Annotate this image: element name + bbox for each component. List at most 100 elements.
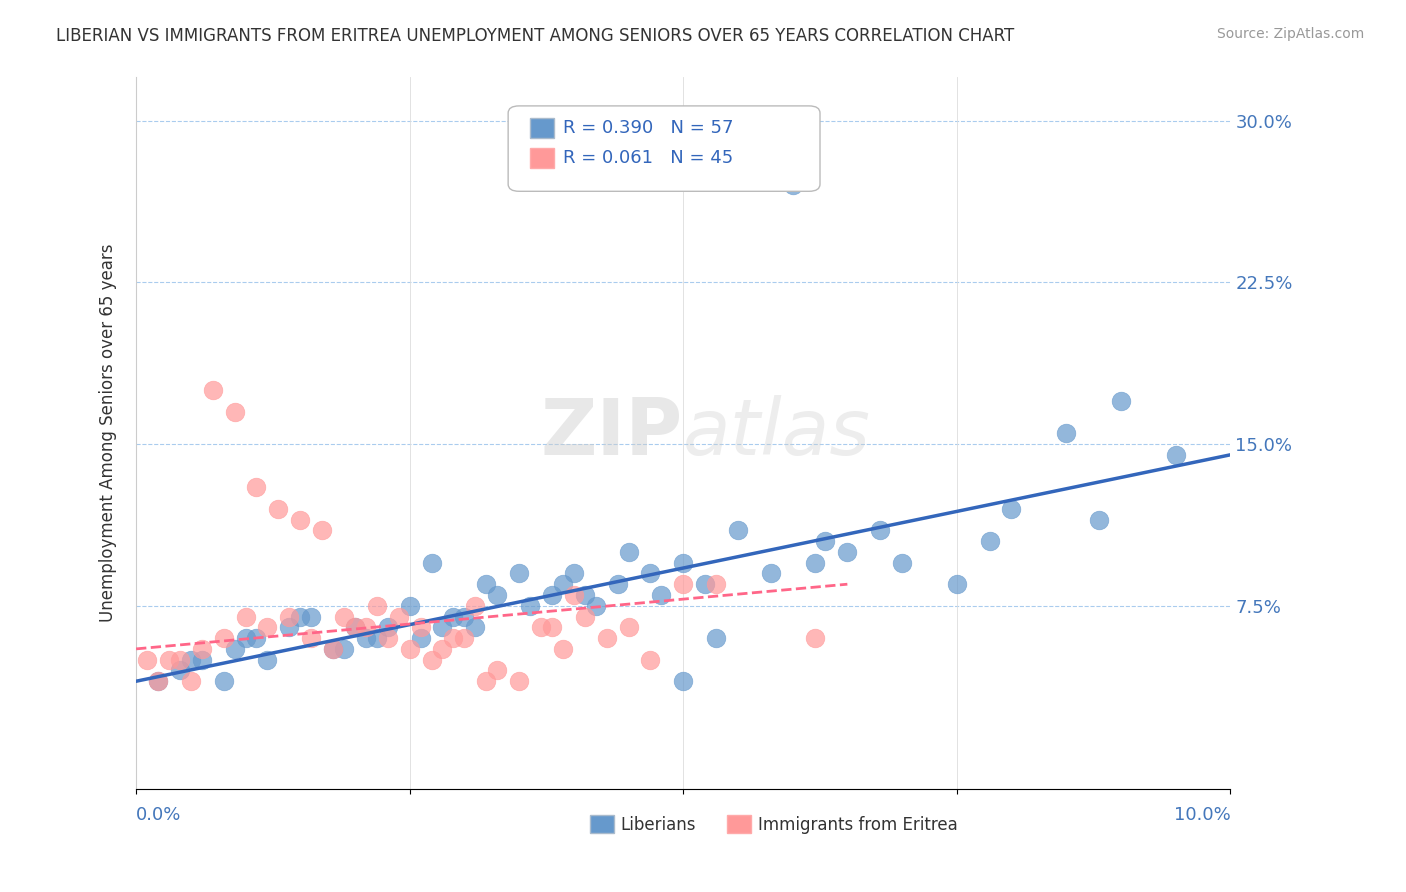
Point bbox=[388, 609, 411, 624]
Point bbox=[169, 664, 191, 678]
Point bbox=[180, 653, 202, 667]
Point bbox=[464, 620, 486, 634]
Bar bbox=[530, 148, 554, 168]
Text: 0.0%: 0.0% bbox=[136, 806, 181, 824]
Point bbox=[475, 577, 498, 591]
Text: Source: ZipAtlas.com: Source: ZipAtlas.com bbox=[1216, 27, 1364, 41]
Text: atlas: atlas bbox=[683, 395, 872, 471]
Point bbox=[343, 620, 366, 634]
Point bbox=[366, 599, 388, 613]
Point bbox=[595, 631, 617, 645]
Point bbox=[574, 609, 596, 624]
Point bbox=[837, 545, 859, 559]
Point bbox=[333, 641, 356, 656]
Point bbox=[343, 620, 366, 634]
Point bbox=[650, 588, 672, 602]
Point bbox=[235, 631, 257, 645]
Point bbox=[290, 609, 312, 624]
Point bbox=[508, 566, 530, 581]
Point bbox=[869, 523, 891, 537]
Point bbox=[508, 674, 530, 689]
Point bbox=[1164, 448, 1187, 462]
Text: R = 0.061   N = 45: R = 0.061 N = 45 bbox=[562, 149, 733, 167]
Point bbox=[541, 588, 564, 602]
Point bbox=[278, 609, 301, 624]
Point bbox=[278, 620, 301, 634]
Point bbox=[979, 534, 1001, 549]
Point bbox=[290, 512, 312, 526]
Point bbox=[398, 641, 420, 656]
Point bbox=[562, 566, 585, 581]
Point bbox=[551, 577, 574, 591]
Text: LIBERIAN VS IMMIGRANTS FROM ERITREA UNEMPLOYMENT AMONG SENIORS OVER 65 YEARS COR: LIBERIAN VS IMMIGRANTS FROM ERITREA UNEM… bbox=[56, 27, 1015, 45]
Point bbox=[354, 620, 377, 634]
Point bbox=[464, 599, 486, 613]
Point bbox=[256, 620, 278, 634]
Point bbox=[562, 588, 585, 602]
Point bbox=[803, 556, 825, 570]
Point bbox=[1088, 512, 1111, 526]
Y-axis label: Unemployment Among Seniors over 65 years: Unemployment Among Seniors over 65 years bbox=[100, 244, 117, 623]
Point bbox=[551, 641, 574, 656]
Point bbox=[212, 674, 235, 689]
Point bbox=[672, 556, 695, 570]
Point bbox=[366, 631, 388, 645]
Point bbox=[640, 566, 662, 581]
Point bbox=[432, 641, 454, 656]
Point bbox=[606, 577, 628, 591]
Point bbox=[146, 674, 169, 689]
Point bbox=[672, 674, 695, 689]
Point bbox=[475, 674, 498, 689]
Point bbox=[299, 631, 322, 645]
Text: 10.0%: 10.0% bbox=[1174, 806, 1230, 824]
Point bbox=[377, 631, 399, 645]
Point bbox=[224, 641, 246, 656]
Point bbox=[322, 641, 344, 656]
Point bbox=[486, 664, 509, 678]
Point bbox=[946, 577, 969, 591]
Point bbox=[432, 620, 454, 634]
Point bbox=[420, 556, 443, 570]
Point bbox=[191, 641, 214, 656]
Bar bbox=[530, 118, 554, 138]
Point bbox=[530, 620, 553, 634]
Point bbox=[585, 599, 607, 613]
Point bbox=[519, 599, 541, 613]
Point bbox=[617, 545, 640, 559]
Text: Immigrants from Eritrea: Immigrants from Eritrea bbox=[758, 815, 957, 834]
Point bbox=[180, 674, 202, 689]
Point bbox=[1054, 426, 1077, 441]
Point bbox=[695, 577, 717, 591]
Point bbox=[759, 566, 782, 581]
Point bbox=[322, 641, 344, 656]
Point bbox=[377, 620, 399, 634]
Point bbox=[486, 588, 509, 602]
Point bbox=[157, 653, 180, 667]
Point bbox=[169, 653, 191, 667]
Point bbox=[333, 609, 356, 624]
Point bbox=[443, 609, 465, 624]
Point bbox=[803, 631, 825, 645]
Point bbox=[574, 588, 596, 602]
Point bbox=[409, 620, 432, 634]
Point bbox=[1000, 501, 1022, 516]
Point bbox=[267, 501, 290, 516]
Point bbox=[891, 556, 914, 570]
Point bbox=[398, 599, 420, 613]
Point bbox=[299, 609, 322, 624]
Point bbox=[420, 653, 443, 667]
Point bbox=[453, 631, 475, 645]
Text: R = 0.390   N = 57: R = 0.390 N = 57 bbox=[562, 119, 734, 137]
Point bbox=[453, 609, 475, 624]
Point bbox=[541, 620, 564, 634]
Point bbox=[409, 631, 432, 645]
Point bbox=[311, 523, 333, 537]
Point bbox=[245, 480, 267, 494]
FancyBboxPatch shape bbox=[508, 106, 820, 191]
Point bbox=[1109, 393, 1132, 408]
Point bbox=[814, 534, 837, 549]
Point bbox=[224, 405, 246, 419]
Point bbox=[443, 631, 465, 645]
Text: Liberians: Liberians bbox=[621, 815, 696, 834]
Point bbox=[704, 631, 727, 645]
